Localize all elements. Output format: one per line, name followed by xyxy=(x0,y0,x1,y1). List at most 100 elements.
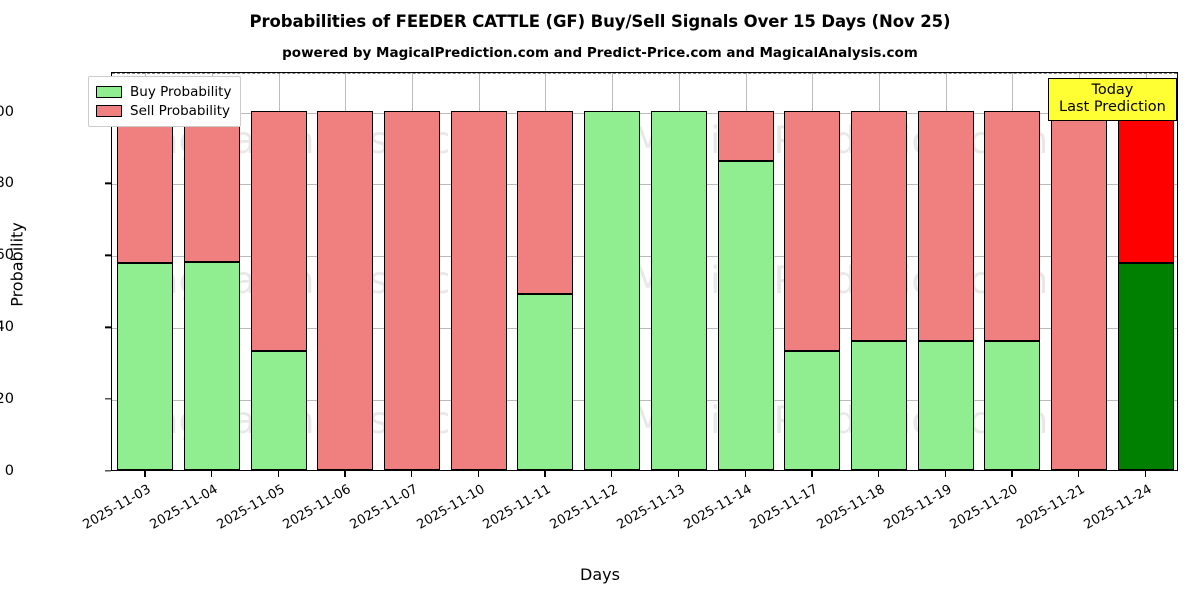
x-tick-mark xyxy=(811,471,813,477)
y-gridline xyxy=(112,328,1177,330)
x-tick-mark xyxy=(944,471,946,477)
bar-segment-sell[interactable] xyxy=(984,110,1041,341)
y-tick-mark xyxy=(105,470,111,472)
chart-title: Probabilities of FEEDER CATTLE (GF) Buy/… xyxy=(249,12,951,31)
bar-segment-buy[interactable] xyxy=(650,110,707,470)
x-tick-label: 2025-11-12 xyxy=(547,482,621,533)
bar-segment-sell[interactable] xyxy=(184,110,241,262)
bar-segment-sell[interactable] xyxy=(784,110,841,352)
bar-segment-buy[interactable] xyxy=(984,340,1041,470)
bar-group[interactable] xyxy=(250,73,307,470)
today-annotation-line2: Last Prediction xyxy=(1059,98,1166,115)
bar-group[interactable] xyxy=(384,73,441,470)
bar-group[interactable] xyxy=(650,73,707,470)
y-tick-mark xyxy=(105,182,111,185)
x-tick-mark xyxy=(144,471,146,477)
x-tick-mark xyxy=(277,471,280,477)
bar-group[interactable] xyxy=(984,73,1041,470)
x-tick-mark xyxy=(344,471,346,477)
bar-segment-buy[interactable] xyxy=(850,340,907,470)
bar-segment-buy[interactable] xyxy=(117,263,174,470)
x-tick-mark xyxy=(1011,471,1013,477)
today-annotation-line1: Today xyxy=(1091,82,1134,98)
bar-group[interactable] xyxy=(117,73,174,470)
x-tick-mark xyxy=(477,471,480,477)
x-tick-label: 2025-11-18 xyxy=(814,482,888,533)
x-tick-label: 2025-11-11 xyxy=(481,482,554,533)
x-tick-label: 2025-11-04 xyxy=(147,482,221,533)
bar-segment-sell[interactable] xyxy=(384,110,441,470)
bar-segment-buy[interactable] xyxy=(1117,263,1174,470)
y-tick-mark xyxy=(105,254,111,256)
legend-label: Sell Probability xyxy=(130,102,231,119)
y-gridline xyxy=(112,256,1177,258)
plot-inner: MagicalAnalysis.comMagicalPrediction.com… xyxy=(112,73,1177,470)
bar-group[interactable] xyxy=(917,73,974,470)
y-tick-label: 20 xyxy=(0,391,14,408)
x-tick-mark xyxy=(677,471,680,477)
x-tick-mark xyxy=(211,471,213,477)
bar-group[interactable] xyxy=(450,73,507,470)
bar-segment-sell[interactable] xyxy=(717,110,774,161)
bar-segment-sell[interactable] xyxy=(450,110,507,470)
bar-group[interactable] xyxy=(1117,73,1174,470)
x-tick-label: 2025-11-19 xyxy=(881,482,955,533)
bar-segment-sell[interactable] xyxy=(117,110,174,264)
bar-segment-buy[interactable] xyxy=(517,293,574,470)
bar-segment-buy[interactable] xyxy=(250,351,307,470)
y-tick-label: 60 xyxy=(0,247,14,264)
x-tick-label: 2025-11-20 xyxy=(947,482,1021,533)
bar-segment-buy[interactable] xyxy=(584,110,641,470)
x-tick-label: 2025-11-10 xyxy=(414,482,488,533)
bar-segment-sell[interactable] xyxy=(517,110,574,294)
x-tick-label: 2025-11-21 xyxy=(1014,482,1088,533)
bar-segment-sell[interactable] xyxy=(850,110,907,341)
x-tick-mark xyxy=(1077,471,1080,477)
bar-group[interactable] xyxy=(317,73,374,470)
threshold-dashed-line xyxy=(112,73,1177,74)
bar-group[interactable] xyxy=(784,73,841,470)
x-tick-mark xyxy=(744,471,746,477)
legend-label: Buy Probability xyxy=(130,83,232,100)
x-tick-mark xyxy=(877,471,880,477)
y-gridline xyxy=(112,112,1177,114)
x-axis-label: Days xyxy=(580,565,620,584)
x-tick-label: 2025-11-13 xyxy=(614,482,688,533)
y-tick-label: 40 xyxy=(0,319,14,336)
y-axis-label: Probability xyxy=(7,222,27,307)
x-tick-label: 2025-11-17 xyxy=(747,482,821,533)
x-tick-mark xyxy=(411,471,413,477)
x-tick-label: 2025-11-07 xyxy=(347,482,421,533)
bar-segment-sell[interactable] xyxy=(317,110,374,470)
legend-item[interactable]: Buy Probability xyxy=(96,82,231,101)
bar-segment-buy[interactable] xyxy=(717,160,774,470)
x-tick-mark xyxy=(1144,471,1146,477)
bar-group[interactable] xyxy=(717,73,774,470)
legend-color-swatch xyxy=(96,104,122,117)
bar-group[interactable] xyxy=(850,73,907,470)
today-annotation: Today Last Prediction xyxy=(1048,78,1177,121)
bar-group[interactable] xyxy=(1050,73,1107,470)
bar-group[interactable] xyxy=(584,73,641,470)
bar-segment-buy[interactable] xyxy=(917,340,974,470)
bar-segment-sell[interactable] xyxy=(917,110,974,341)
y-tick-mark xyxy=(105,398,111,400)
x-tick-label: 2025-11-05 xyxy=(214,482,288,533)
x-tick-mark xyxy=(611,471,613,477)
chart-legend[interactable]: Buy Probability Sell Probability xyxy=(88,76,242,127)
bar-segment-buy[interactable] xyxy=(184,261,241,470)
bar-group[interactable] xyxy=(517,73,574,470)
bar-segment-sell[interactable] xyxy=(1050,110,1107,470)
bar-segment-sell[interactable] xyxy=(250,110,307,352)
x-tick-label: 2025-11-03 xyxy=(80,482,154,533)
legend-item[interactable]: Sell Probability xyxy=(96,101,231,120)
x-tick-mark xyxy=(544,471,546,477)
y-tick-mark xyxy=(105,326,111,328)
bar-group[interactable] xyxy=(184,73,241,470)
legend-color-swatch xyxy=(96,85,122,98)
bar-segment-buy[interactable] xyxy=(784,351,841,470)
bar-segment-sell[interactable] xyxy=(1117,110,1174,264)
y-tick-label: 80 xyxy=(0,175,14,192)
x-tick-label: 2025-11-14 xyxy=(681,482,755,533)
